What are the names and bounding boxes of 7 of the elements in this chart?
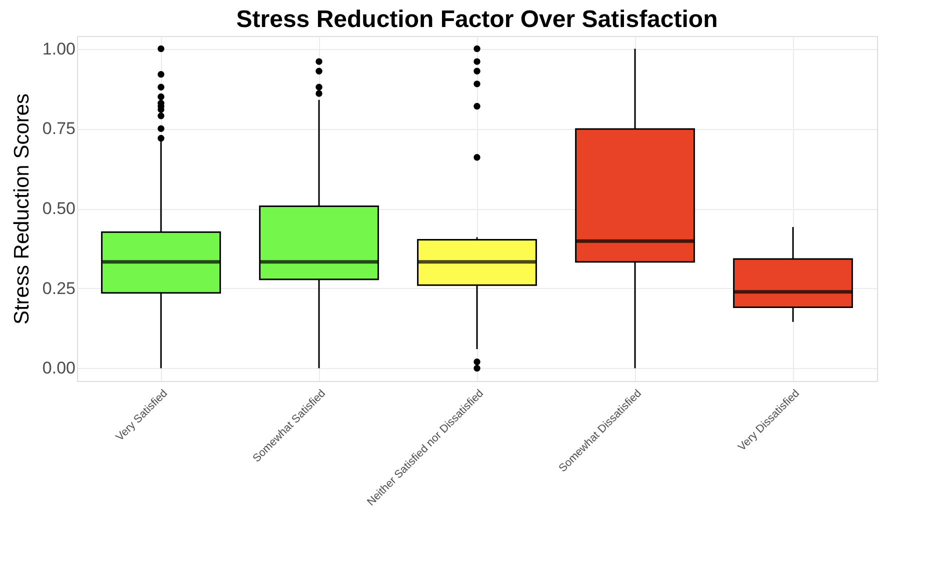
y-tick-label: 1.00 [42,39,76,58]
y-tick-label: 0.25 [42,278,76,298]
y-tick-label: 0.75 [42,119,76,138]
y-axis-title: Stress Reduction Scores [10,93,34,325]
y-tick-label: 0.50 [42,199,76,218]
chart-title: Stress Reduction Factor Over Satisfaction [236,6,718,33]
y-tick-label: 0.00 [42,358,76,378]
